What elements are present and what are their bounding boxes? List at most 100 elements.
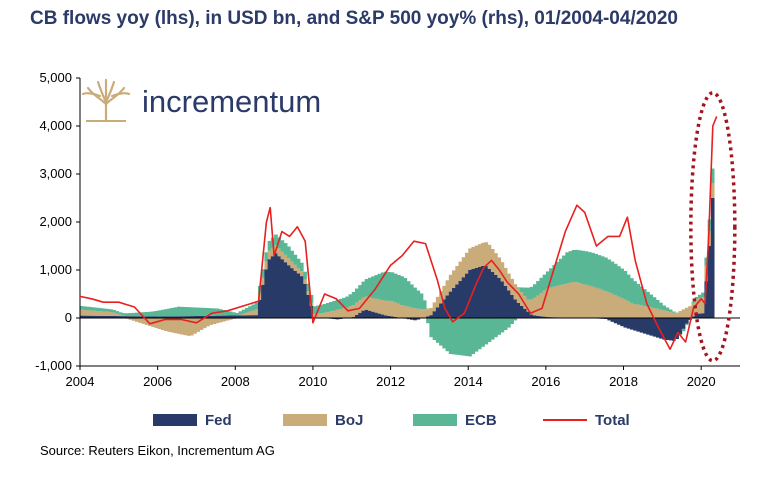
- ecb-bar: [83, 306, 87, 311]
- boj-bar: [600, 289, 605, 318]
- boj-bar: [241, 313, 246, 316]
- fed-bar: [623, 318, 628, 328]
- fed-bar: [215, 315, 220, 318]
- boj-bar: [199, 318, 204, 330]
- ecb-bar: [639, 286, 644, 306]
- ecb-bar: [591, 252, 595, 287]
- x-tick-label: 2020: [687, 374, 716, 389]
- ecb-bar: [109, 309, 113, 312]
- boj-bar: [80, 309, 84, 316]
- ecb-bar: [99, 308, 104, 312]
- boj-bar: [507, 273, 511, 291]
- boj-bar: [413, 308, 417, 318]
- fed-bar: [125, 316, 129, 318]
- boj-bar: [312, 314, 317, 318]
- fed-bar: [672, 318, 676, 341]
- fed-bar: [138, 316, 142, 318]
- fed-bar: [413, 318, 417, 321]
- ecb-bar: [487, 318, 492, 342]
- ecb-bar: [280, 240, 285, 252]
- boj-bar: [160, 318, 165, 330]
- ecb-bar: [390, 272, 395, 302]
- ecb-bar: [287, 246, 291, 259]
- fed-bar: [668, 318, 673, 341]
- ecb-bar: [364, 279, 369, 297]
- fed-bar: [474, 268, 479, 318]
- ecb-bar: [600, 256, 605, 290]
- fed-bar: [542, 316, 547, 318]
- fed-bar: [384, 315, 388, 318]
- fed-bar: [516, 302, 521, 318]
- fed-bar: [290, 268, 294, 318]
- boj-bar: [86, 310, 91, 316]
- boj-bar: [374, 298, 379, 313]
- fed-bar: [707, 246, 712, 318]
- boj-bar: [264, 261, 269, 270]
- ecb-bar: [532, 284, 537, 298]
- fed-bar: [377, 313, 382, 318]
- fed-bar: [691, 316, 696, 318]
- boj-bar: [406, 306, 411, 318]
- fed-bar: [367, 310, 372, 318]
- ecb-bar: [371, 276, 375, 298]
- boj-bar: [228, 318, 233, 320]
- boj-bar: [481, 242, 485, 266]
- boj-bar: [655, 308, 660, 318]
- ecb-bar: [484, 318, 489, 345]
- boj-bar: [118, 314, 123, 317]
- fed-bar: [154, 316, 159, 318]
- boj-bar: [102, 311, 107, 316]
- ecb-bar: [202, 307, 207, 316]
- ecb-bar: [400, 276, 404, 306]
- boj-bar: [461, 257, 466, 278]
- legend-item-boj: BoJ: [283, 411, 363, 429]
- ecb-bar: [465, 318, 469, 356]
- fed-bar: [283, 262, 288, 318]
- ecb-bar: [164, 309, 168, 317]
- x-tick-label: 2006: [143, 374, 172, 389]
- fed-bar: [387, 315, 391, 318]
- ecb-bar: [516, 287, 521, 289]
- boj-bar: [212, 318, 217, 324]
- fed-bar: [617, 318, 621, 325]
- fed-bar: [435, 307, 440, 318]
- fed-bar: [80, 315, 84, 318]
- tree-logo-icon: [81, 78, 131, 122]
- fed-bar: [503, 285, 508, 318]
- ecb-bar: [238, 311, 243, 315]
- ecb-bar: [419, 293, 424, 310]
- boj-bar: [167, 318, 171, 332]
- fed-bar: [490, 271, 495, 318]
- boj-bar: [219, 318, 223, 323]
- boj-bar: [452, 270, 456, 288]
- fed-bar: [241, 315, 246, 318]
- fed-bar: [610, 318, 615, 322]
- fed-bar: [232, 315, 236, 318]
- ecb-bar: [422, 300, 427, 310]
- ecb-bar: [604, 257, 608, 292]
- boj-bar: [348, 306, 353, 318]
- fed-bar: [678, 318, 683, 334]
- fed-bar: [267, 259, 272, 318]
- ecb-bar: [539, 277, 544, 294]
- fed-bar: [99, 315, 104, 318]
- boj-bar: [180, 318, 184, 335]
- fed-bar: [157, 316, 162, 318]
- fed-bar: [471, 269, 476, 318]
- fed-bar: [355, 314, 359, 318]
- boj-bar: [578, 283, 582, 318]
- ecb-bar: [536, 281, 540, 296]
- fed-bar: [461, 277, 466, 318]
- total-line-layer: [79, 116, 718, 350]
- ecb-bar: [293, 254, 298, 265]
- ecb-bar: [319, 304, 324, 314]
- boj-bar: [675, 312, 679, 318]
- boj-bar: [688, 306, 692, 318]
- ecb-bar: [138, 312, 142, 317]
- boj-bar: [293, 264, 298, 271]
- fed-bar: [494, 274, 498, 318]
- ecb-bar: [235, 313, 239, 316]
- fed-bar: [131, 316, 136, 318]
- ecb-bar: [173, 307, 178, 317]
- ecb-bar: [112, 309, 116, 313]
